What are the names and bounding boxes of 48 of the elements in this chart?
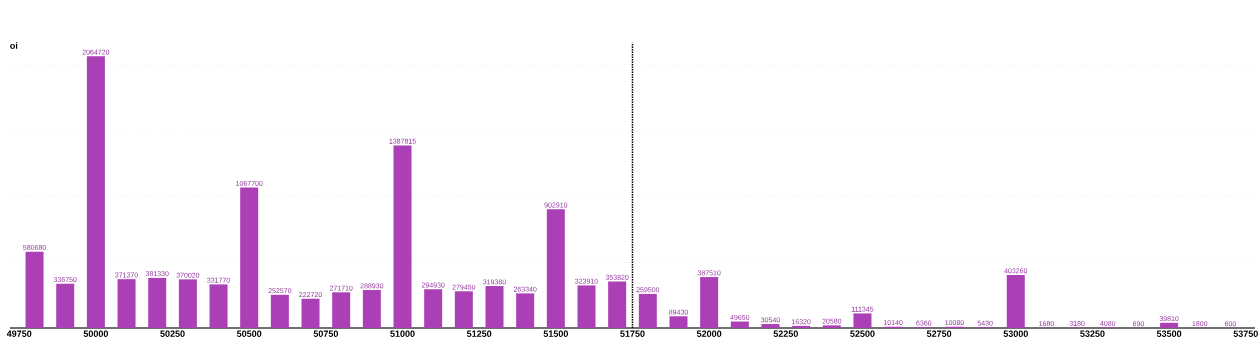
x-tick-label: 49750 — [6, 330, 32, 337]
bar — [86, 56, 105, 328]
x-tick-label: 51250 — [466, 330, 492, 337]
bar — [853, 313, 872, 328]
x-tick-label: 52750 — [926, 330, 952, 337]
bar — [209, 284, 228, 328]
bar — [761, 324, 780, 328]
bar — [148, 277, 167, 328]
x-tick-label: 51750 — [620, 330, 645, 337]
x-tick-label: 50750 — [313, 330, 338, 337]
bar — [1160, 322, 1179, 328]
x-tick-label: 53750 — [1233, 330, 1258, 337]
bar — [792, 325, 811, 328]
bar — [638, 293, 657, 328]
bar — [270, 294, 289, 328]
bar — [117, 279, 136, 328]
y-axis-title: oi — [10, 42, 18, 49]
x-tick-label: 53000 — [1003, 330, 1028, 337]
bar — [577, 285, 596, 328]
x-tick-label: 51500 — [543, 330, 568, 337]
bar — [393, 145, 412, 328]
x-tick-label: 53500 — [1156, 330, 1182, 337]
bar — [700, 277, 719, 328]
bar — [56, 283, 75, 328]
bar — [1006, 274, 1025, 328]
x-tick-label: 53250 — [1080, 330, 1105, 337]
bar — [669, 316, 688, 328]
x-tick-label: 50250 — [160, 330, 185, 337]
bar — [362, 290, 381, 328]
x-tick-label: 50500 — [236, 330, 262, 337]
x-tick-label: 52500 — [850, 330, 875, 337]
bar — [454, 291, 473, 328]
bar — [178, 279, 197, 328]
bar — [608, 281, 627, 328]
bar — [485, 286, 504, 328]
bar — [546, 209, 565, 328]
bar — [730, 321, 749, 328]
bar — [822, 325, 841, 328]
bar — [25, 251, 44, 328]
bar — [516, 293, 535, 328]
x-tick-label: 52250 — [773, 330, 798, 337]
bar — [301, 298, 320, 328]
bar — [332, 292, 351, 328]
bar — [424, 289, 443, 328]
bar — [240, 187, 259, 328]
x-tick-label: 51000 — [390, 330, 415, 337]
x-tick-label: 52000 — [696, 330, 722, 337]
x-tick-label: 50000 — [83, 330, 109, 337]
